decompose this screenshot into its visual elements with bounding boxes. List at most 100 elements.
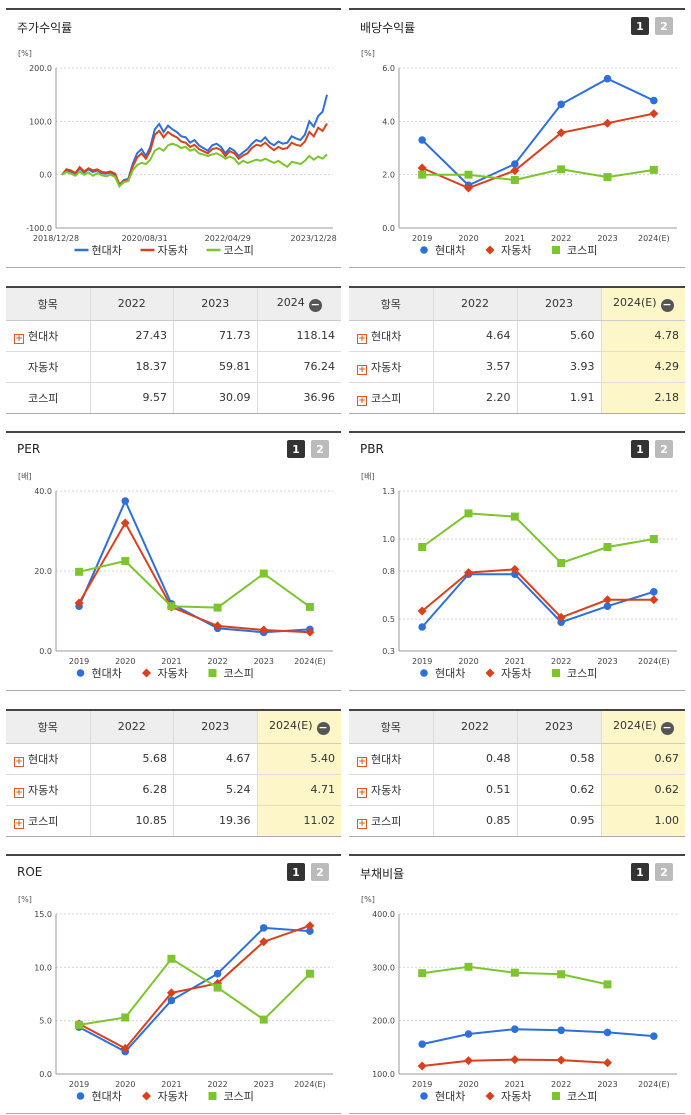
per-chart: [배]40.0 20.0 0.0 2019 2020 2021 2022 2023 2024(E…	[18, 472, 333, 680]
data-point	[556, 128, 566, 138]
page-button-2[interactable]: 2	[311, 863, 329, 881]
table-row: + 자동차 0.51 0.62 0.62	[349, 773, 685, 805]
stock-return-table: 항목 2022 2023 2024− + 현대차 27.43 71.73 118.…	[6, 288, 341, 413]
collapse-icon[interactable]: −	[316, 720, 330, 735]
page-button-2[interactable]: 2	[655, 17, 673, 35]
data-point	[557, 559, 566, 567]
expand-icon[interactable]: +	[14, 333, 24, 344]
debt-ratio-chart: [%] 400.0 300.0 200.0 100.0 2019 2020 2021 2022 2…	[361, 895, 677, 1103]
expand-icon[interactable]: +	[14, 818, 24, 829]
row-name: 현대차	[28, 329, 59, 343]
row-name-cell: + 현대차	[6, 319, 90, 351]
row-name: 코스피	[371, 814, 402, 828]
y-tick-label: 100.0	[372, 1070, 395, 1079]
value-cell: 5.60	[516, 319, 601, 351]
x-tick-label: 2019	[69, 1080, 89, 1089]
data-point	[213, 621, 223, 631]
x-tick-label: 2023/12/28	[291, 234, 337, 243]
value-cell: 4.29	[600, 350, 685, 382]
page-button-2[interactable]: 2	[655, 863, 673, 881]
legend-label: 자동차	[158, 667, 188, 680]
header-item: 항목	[349, 288, 433, 321]
data-point	[74, 598, 84, 608]
page-button-1[interactable]: 1	[631, 440, 649, 458]
data-point	[166, 988, 176, 998]
x-tick-label: 2023	[254, 657, 274, 666]
x-tick-label: 2020	[115, 657, 135, 666]
x-tick-label: 2021	[505, 1080, 525, 1089]
table-row: + 자동차 3.57 3.93 4.29	[349, 350, 685, 382]
data-point	[305, 602, 314, 611]
row-name: 자동차	[28, 360, 59, 374]
x-tick-label: 2022	[551, 234, 571, 243]
value-cell: 3.93	[516, 350, 601, 382]
data-point	[650, 1032, 658, 1040]
series-line	[61, 122, 328, 186]
value-cell: 1.00	[600, 804, 685, 836]
data-point	[650, 96, 658, 105]
expand-icon[interactable]: +	[14, 756, 24, 767]
dividend-panel: 배당수익률 1 2 [%] 6.0 4.0 2.0 0.0 2019 2020 2021 202…	[349, 8, 685, 268]
expand-icon[interactable]: +	[357, 787, 367, 798]
expand-icon[interactable]: +	[357, 364, 367, 375]
page-button-2[interactable]: 2	[655, 440, 673, 458]
data-point	[556, 612, 566, 622]
data-point	[557, 100, 565, 109]
header-2022: 2022	[89, 288, 174, 321]
data-point	[464, 568, 473, 578]
x-tick-label: 2022	[207, 657, 227, 666]
page-button-1[interactable]: 1	[287, 440, 305, 458]
data-point	[259, 1015, 268, 1024]
expand-icon[interactable]: +	[357, 756, 367, 767]
expand-icon[interactable]: +	[357, 818, 367, 829]
pbr-chart: [배] 1.3 1.0 0.8 0.5 0.3 2019 2020 2021 2022 2023 20…	[361, 472, 677, 680]
page-button-1[interactable]: 1	[631, 863, 649, 881]
y-tick-label: 0.0	[39, 1070, 52, 1079]
value-cell: 2.18	[600, 381, 685, 413]
expand-icon[interactable]: +	[14, 787, 24, 798]
dividend-table: 항목 2022 2023 2024(E) − + 현대차 4.64 5.60 4.7…	[349, 288, 685, 413]
value-cell: 0.51	[432, 773, 517, 805]
row-name: 자동차	[28, 783, 59, 797]
page-button-1[interactable]: 1	[287, 863, 305, 881]
data-point	[167, 602, 176, 611]
panel-title: 주가수익률	[17, 21, 73, 35]
data-point	[464, 509, 473, 518]
y-unit-label: [%]	[361, 49, 375, 58]
series-line	[78, 926, 310, 1053]
data-point	[420, 669, 428, 677]
x-tick-label: 2022/04/29	[205, 234, 251, 243]
expand-icon[interactable]: +	[357, 333, 367, 344]
header-2024e: 2024(E) −	[256, 711, 341, 744]
page-button-2[interactable]: 2	[311, 440, 329, 458]
table-row: 자동차 18.37 59.81 76.24	[6, 350, 341, 382]
value-cell: 5.68	[89, 742, 174, 774]
data-point	[510, 176, 519, 184]
x-tick-label: 2022	[207, 1080, 227, 1089]
legend-label: 현대차	[435, 667, 465, 680]
value-cell: 71.73	[173, 319, 257, 351]
page-button-1[interactable]: 1	[631, 17, 649, 35]
collapse-icon[interactable]: −	[660, 720, 674, 735]
legend-label: 현대차	[435, 1090, 465, 1103]
collapse-icon[interactable]: −	[308, 297, 322, 312]
value-cell: 18.37	[89, 350, 174, 382]
collapse-icon[interactable]: −	[660, 297, 674, 312]
data-point	[510, 166, 520, 176]
value-cell: 19.36	[173, 804, 257, 836]
y-unit-label: [배]	[361, 472, 375, 481]
x-tick-label: 2024(E)	[294, 657, 326, 666]
x-tick-label: 2022	[551, 657, 571, 666]
y-tick-label: 5.0	[39, 1017, 52, 1026]
y-tick-label: 200.0	[372, 1017, 395, 1026]
data-point	[142, 668, 151, 678]
expand-icon[interactable]: +	[357, 395, 367, 406]
page-buttons: 1 2	[631, 17, 673, 35]
value-cell: 1.91	[516, 381, 601, 413]
row-name: 현대차	[28, 752, 59, 766]
roe-panel: ROE 1 2 [%] 15.0 10.0 5.0 0.0 2019 2020 2021 202…	[6, 854, 341, 1114]
row-name-cell: + 자동차	[349, 773, 433, 805]
header-item: 항목	[349, 711, 433, 744]
value-cell: 0.48	[432, 742, 517, 774]
data-point	[557, 618, 565, 626]
